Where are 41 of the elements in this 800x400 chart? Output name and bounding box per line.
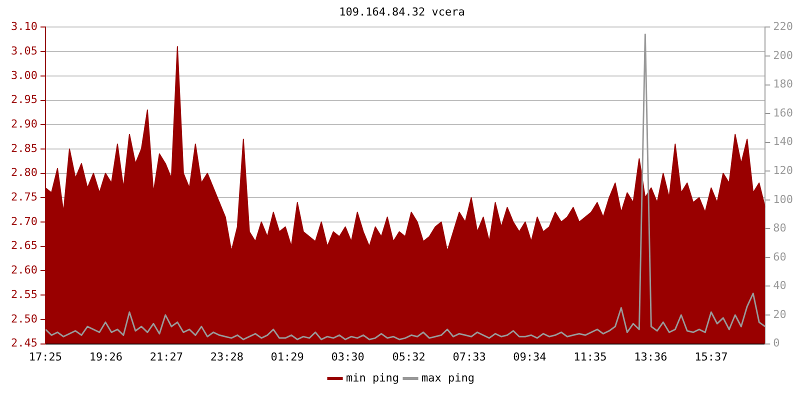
y-tick-label: 2.75: [10, 190, 38, 204]
y-tick-label: 3.10: [10, 20, 38, 34]
x-tick-label: 11:35: [574, 350, 607, 364]
y2-tick-label: 200: [773, 48, 794, 62]
y2-tick-label: 140: [773, 135, 794, 148]
x-tick-label: 03:30: [331, 350, 364, 364]
y-tick-label: 2.95: [10, 93, 38, 106]
y2-tick-label: 220: [773, 20, 794, 34]
x-tick-label: 15:37: [694, 350, 728, 364]
x-tick-label: 09:34: [513, 350, 547, 364]
legend-label: min ping: [346, 371, 400, 384]
y-tick-label: 2.65: [10, 239, 38, 252]
x-tick-label: 07:33: [452, 350, 486, 364]
y-tick-label: 2.85: [10, 142, 38, 155]
y2-tick-label: 40: [773, 279, 786, 292]
y2-tick-label: 160: [773, 106, 794, 120]
x-tick-label: 17:25: [28, 350, 62, 364]
y-tick-label: 2.50: [10, 312, 38, 326]
x-tick-label: 01:29: [270, 350, 304, 364]
y2-tick-label: 180: [773, 78, 794, 91]
x-tick-label: 21:27: [150, 350, 183, 364]
y2-tick-label: 100: [773, 192, 794, 206]
x-tick-label: 05:32: [392, 350, 426, 364]
y2-tick-label: 60: [773, 250, 786, 264]
y-tick-label: 3.05: [10, 44, 38, 58]
y2-tick-label: 80: [773, 222, 786, 235]
y-tick-label: 2.70: [10, 214, 38, 228]
y-tick-label: 2.60: [10, 264, 38, 277]
y2-tick-label: 20: [773, 308, 786, 321]
x-tick-label: 19:26: [89, 350, 123, 364]
y2-tick-label: 0: [773, 336, 780, 350]
y-tick-label: 2.90: [10, 117, 38, 130]
y-tick-label: 2.45: [10, 336, 38, 350]
y-tick-label: 3.00: [10, 68, 38, 82]
x-tick-label: 23:28: [210, 350, 244, 364]
x-tick-label: 13:36: [634, 350, 668, 364]
legend-label: max ping: [422, 371, 474, 384]
y-tick-label: 2.55: [10, 288, 38, 301]
y-tick-label: 2.80: [10, 166, 38, 180]
y2-tick-label: 120: [773, 164, 794, 177]
chart-title: 109.164.84.32 vcera: [339, 5, 465, 18]
